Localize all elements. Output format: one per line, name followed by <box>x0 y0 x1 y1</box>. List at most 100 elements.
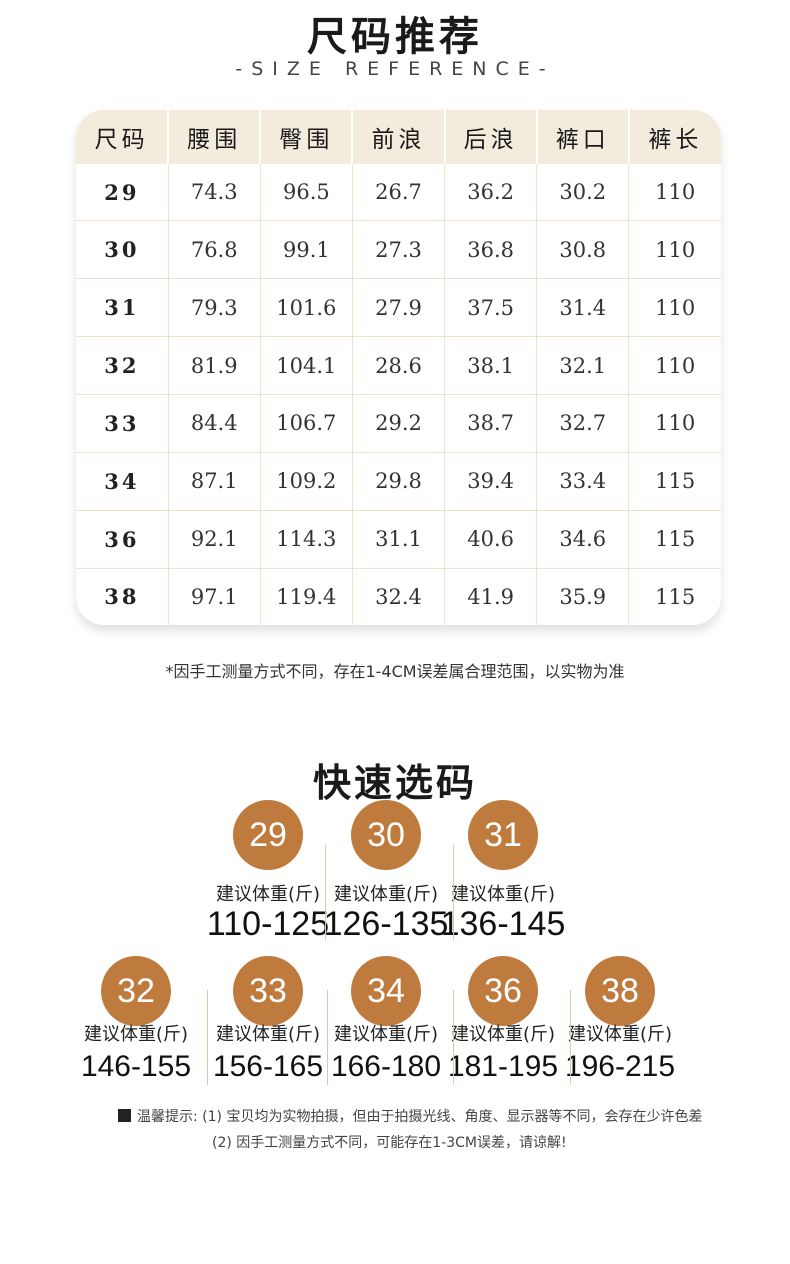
measure-cell: 32.1 <box>536 336 630 395</box>
measure-cell: 27.3 <box>352 220 446 280</box>
divider-line <box>327 990 328 1085</box>
measure-cell: 110 <box>628 278 721 338</box>
table-row: 30 76.8 99.1 27.3 36.8 30.8 110 <box>76 220 721 280</box>
size-cell: 34 <box>76 452 169 511</box>
measurement-note: *因手工测量方式不同，存在1-4CM误差属合理范围，以实物为准 <box>165 662 625 681</box>
measure-cell: 81.9 <box>168 336 261 395</box>
divider-line <box>207 990 208 1085</box>
measure-cell: 32.4 <box>352 568 446 625</box>
size-badge: 38 <box>585 956 655 1026</box>
weight-label: 建议体重(斤) <box>215 884 321 905</box>
divider-line <box>570 990 571 1085</box>
table-row: 34 87.1 109.2 29.8 39.4 33.4 115 <box>76 452 721 511</box>
measure-cell: 115 <box>655 584 696 609</box>
measure-cell: 119.4 <box>260 568 353 625</box>
measure-cell: 87.1 <box>168 452 261 511</box>
weight-range: 146-155 <box>80 1050 192 1083</box>
measure-cell: 101.6 <box>260 278 353 338</box>
measure-cell: 92.1 <box>168 510 261 569</box>
size-cell: 29 <box>76 164 169 222</box>
header-hip: 臀围 <box>260 110 354 164</box>
weight-range: 166-180 <box>330 1050 442 1083</box>
table-row: 32 81.9 104.1 28.6 38.1 32.1 110 <box>76 336 721 395</box>
table-row: 29 74.3 96.5 26.7 36.2 30.2 110 <box>76 164 721 222</box>
weight-label: 建议体重(斤) <box>83 1024 189 1045</box>
tips-line-1: 温馨提示: (1) 宝贝均为实物拍摄，但由于拍摄光线、角度、显示器等不同，会存在… <box>118 1104 702 1130</box>
measure-cell: 99.1 <box>260 220 353 280</box>
size-cell: 30 <box>76 220 169 280</box>
weight-range: 110-125 <box>206 905 330 943</box>
header-back-rise: 后浪 <box>444 110 538 164</box>
size-badge: 34 <box>351 956 421 1026</box>
size-chart-subtitle: -SIZE REFERENCE- <box>235 58 555 80</box>
size-table-card: 尺码 腰围 臀围 前浪 后浪 裤口 裤长 29 74.3 96.5 26.7 36.2 3… <box>76 110 721 625</box>
measure-cell: 29.8 <box>352 452 446 511</box>
measure-cell: 35.9 <box>536 568 630 625</box>
table-header-row: 尺码 腰围 臀围 前浪 后浪 裤口 裤长 <box>76 110 721 164</box>
size-chart-title: 尺码推荐 <box>307 14 483 60</box>
measure-cell: 37.5 <box>444 278 538 338</box>
divider-line <box>453 845 454 940</box>
measure-cell: 115 <box>628 452 721 511</box>
weight-range: 126-135 <box>323 905 449 943</box>
tips-text-2: (2) 因手工测量方式不同，可能存在1-3CM误差，请谅解! <box>212 1135 567 1151</box>
measure-cell: 26.7 <box>352 164 446 222</box>
size-badge: 33 <box>233 956 303 1026</box>
measure-cell: 110 <box>628 394 721 453</box>
weight-label: 建议体重(斤) <box>215 1024 321 1045</box>
size-badge: 29 <box>233 800 303 870</box>
size-cell: 33 <box>76 394 169 453</box>
size-cell: 32 <box>76 336 169 395</box>
measure-cell: 38.1 <box>444 336 538 395</box>
measure-cell: 74.3 <box>168 164 261 222</box>
measure-cell: 40.6 <box>444 510 538 569</box>
quick-select-title: 快速选码 <box>312 761 477 805</box>
weight-label: 建议体重(斤) <box>450 884 556 905</box>
size-cell: 31 <box>76 278 169 338</box>
header-leg-opening: 裤口 <box>536 110 630 164</box>
table-row: 38 97.1 119.4 32.4 41.9 35.9 115 <box>76 568 721 625</box>
tips-label: 温馨提示: <box>137 1109 198 1125</box>
measure-cell: 79.3 <box>168 278 261 338</box>
measure-cell: 96.5 <box>260 164 353 222</box>
table-row: 31 79.3 101.6 27.9 37.5 31.4 110 <box>76 278 721 338</box>
measure-cell: 28.6 <box>352 336 446 395</box>
measure-cell: 38.7 <box>444 394 538 453</box>
weight-label: 建议体重(斤) <box>567 1024 673 1045</box>
measure-cell: 114.3 <box>260 510 353 569</box>
measure-cell: 106.7 <box>260 394 353 453</box>
measure-cell: 36.2 <box>444 164 538 222</box>
header-front-rise: 前浪 <box>352 110 446 164</box>
weight-label: 建议体重(斤) <box>450 1024 556 1045</box>
measure-cell: 110 <box>628 336 721 395</box>
size-badge: 31 <box>468 800 538 870</box>
measure-cell: 39.4 <box>444 452 538 511</box>
weight-label: 建议体重(斤) <box>333 884 439 905</box>
measure-cell: 110 <box>628 164 721 222</box>
measure-cell: 76.8 <box>168 220 261 280</box>
measure-cell: 34.6 <box>536 510 630 569</box>
measure-cell: 41.9 <box>444 568 538 625</box>
weight-range: 136-145 <box>440 905 566 943</box>
measure-cell: 115 <box>628 510 721 569</box>
size-badge: 32 <box>101 956 171 1026</box>
tips-block: 温馨提示: (1) 宝贝均为实物拍摄，但由于拍摄光线、角度、显示器等不同，会存在… <box>118 1104 702 1156</box>
weight-range: 181-195 <box>447 1050 559 1083</box>
measure-cell: 31.1 <box>352 510 446 569</box>
divider-line <box>453 990 454 1085</box>
table-row: 36 92.1 114.3 31.1 40.6 34.6 115 <box>76 510 721 569</box>
measure-cell: 110 <box>628 220 721 280</box>
measure-cell: 30.8 <box>536 220 630 280</box>
measure-cell: 30.2 <box>536 164 630 222</box>
measure-cell: 31.4 <box>536 278 630 338</box>
weight-range: 196-215 <box>564 1050 676 1083</box>
tips-line-2: (2) 因手工测量方式不同，可能存在1-3CM误差，请谅解! <box>118 1130 702 1156</box>
header-length: 裤长 <box>628 110 721 164</box>
measure-cell: 33.4 <box>536 452 630 511</box>
table-row: 33 84.4 106.7 29.2 38.7 32.7 110 <box>76 394 721 453</box>
measure-cell: 104.1 <box>260 336 353 395</box>
size-cell: 38 <box>76 568 169 625</box>
tips-text-1: (1) 宝贝均为实物拍摄，但由于拍摄光线、角度、显示器等不同，会存在少许色差 <box>202 1109 703 1125</box>
measure-cell: 29.2 <box>352 394 446 453</box>
header-size: 尺码 <box>76 110 170 164</box>
